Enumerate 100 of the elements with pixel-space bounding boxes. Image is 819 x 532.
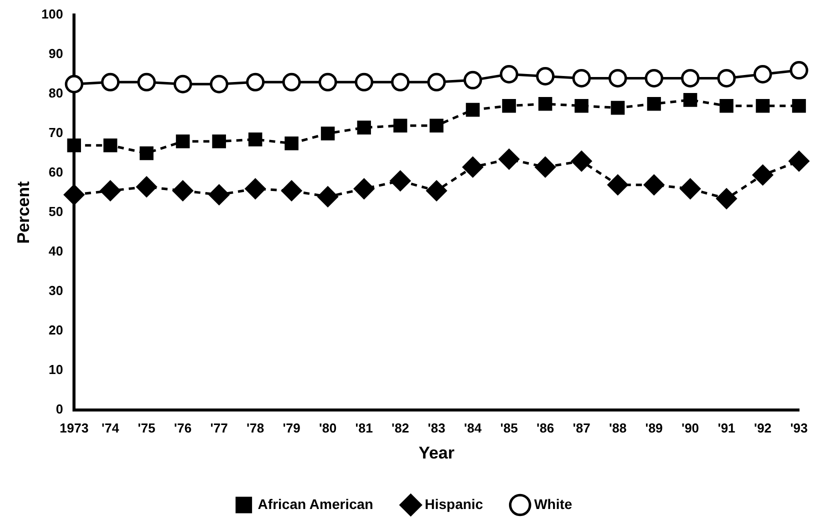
x-tick-label: '85 [500,420,518,436]
point [536,66,555,86]
point [681,68,700,88]
point [248,132,262,146]
point [281,180,302,202]
point [136,176,157,198]
point [500,65,518,84]
y-tick-label: 50 [48,204,64,220]
point [535,156,556,178]
point [103,138,118,152]
point [717,68,736,88]
legend-label: White [534,496,572,512]
point [284,136,298,150]
point [720,98,734,113]
point [354,178,374,200]
point [67,138,81,152]
y-tick-label: 70 [48,125,64,140]
point [390,170,411,192]
x-tick-label: '90 [681,420,700,436]
point [430,118,444,133]
point [427,72,446,92]
point [426,180,447,202]
point [466,102,480,117]
point [464,70,482,90]
point [608,174,628,196]
x-tick-label: '83 [428,420,446,436]
point [754,65,772,84]
x-tick-label: '78 [246,420,264,436]
point [101,72,120,92]
x-tick-label: '77 [210,420,228,436]
point [100,180,121,202]
x-tick-label: '93 [790,420,808,436]
point [647,96,661,111]
legend-label: Hispanic [424,496,484,512]
point [357,120,371,134]
y-tick-label: 0 [56,402,64,417]
point [393,118,408,133]
x-tick-label: '79 [282,420,300,436]
point [318,186,338,207]
x-tick-label: '88 [608,420,627,436]
point [608,68,628,88]
point [354,72,374,92]
x-tick-label: '81 [355,420,373,436]
x-tick-label: 1973 [60,420,89,436]
point [318,72,338,92]
point [683,93,698,107]
x-axis-title: Year [418,443,455,462]
point [212,134,226,148]
point [790,61,808,80]
point [792,98,806,113]
point [680,178,701,200]
point [756,98,770,113]
x-tick-label: '80 [319,420,337,436]
point [716,188,737,209]
point [64,74,84,94]
point [172,180,194,202]
point [498,148,520,170]
y-tick-label: 20 [48,322,64,338]
point [64,184,84,205]
x-tick-label: '92 [754,420,772,436]
x-tick-label: '89 [645,420,663,436]
x-tick-label: '75 [138,420,156,436]
x-tick-label: '84 [464,420,482,436]
point [282,72,301,92]
point [788,150,810,172]
point [571,150,592,172]
legend-label: African American [258,496,374,512]
point [610,100,625,115]
y-tick-label: 100 [41,6,64,22]
x-tick-label: '86 [536,420,554,436]
y-tick-label: 60 [48,164,64,180]
point [538,96,552,111]
point [174,74,192,94]
point [574,98,588,113]
point [208,184,230,205]
x-tick-label: '74 [102,420,120,436]
point [137,72,156,92]
point [644,174,664,196]
point [502,98,516,113]
point [462,156,484,178]
point [140,146,154,160]
point [176,134,190,148]
x-tick-label: '76 [174,420,192,436]
y-axis-title: Percent [14,180,33,244]
point [572,68,591,88]
y-tick-label: 10 [48,362,64,378]
point [246,72,265,92]
x-tick-label: '87 [572,420,590,436]
point [210,74,228,94]
x-tick-label: '91 [718,420,736,436]
point [320,126,335,140]
point [752,164,774,186]
y-tick-label: 40 [48,244,64,259]
y-tick-label: 90 [48,46,64,62]
point [391,72,410,92]
point [245,178,266,200]
y-tick-label: 80 [48,86,64,101]
x-tick-label: '82 [392,420,410,436]
y-tick-label: 30 [48,283,64,298]
point [644,68,664,88]
